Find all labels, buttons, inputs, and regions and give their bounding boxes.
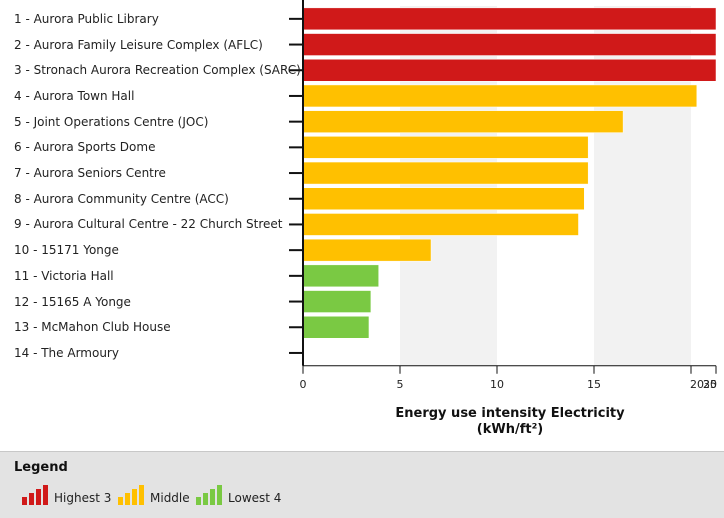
bar <box>302 33 717 56</box>
legend-title: Legend <box>14 460 68 475</box>
bar <box>302 84 698 108</box>
legend-item: Middle <box>118 485 190 505</box>
bar <box>302 7 717 31</box>
category-label: 10 - 15171 Yonge <box>14 243 119 258</box>
axes <box>289 0 717 374</box>
legend-item: Lowest 4 <box>196 485 281 505</box>
bar <box>302 316 370 339</box>
legend-label: Middle <box>150 491 190 505</box>
legend-label: Highest 3 <box>54 491 112 505</box>
category-label: 7 - Aurora Seniors Centre <box>14 166 166 181</box>
category-label: 1 - Aurora Public Library <box>14 11 159 26</box>
bar <box>302 290 372 313</box>
category-label: 5 - Joint Operations Centre (JOC) <box>14 114 209 129</box>
bar-chart-icon <box>118 485 144 505</box>
category-label: 13 - McMahon Club House <box>14 320 171 335</box>
x-axis-title: Energy use intensity Electricity (kWh/ft… <box>300 406 720 438</box>
category-label: 12 - 15165 A Yonge <box>14 294 131 309</box>
x-axis-title-line1: Energy use intensity Electricity <box>395 406 625 421</box>
x-tick-label: 0 <box>299 378 307 391</box>
bar-chart <box>289 0 717 374</box>
x-tick-label: 5 <box>396 378 404 391</box>
x-tick-label: 10 <box>490 378 504 391</box>
bar-chart-icon <box>196 485 222 505</box>
bar <box>302 110 624 133</box>
x-tick-label: 25 <box>703 378 717 391</box>
bar-chart-icon <box>22 485 48 505</box>
bar <box>302 136 589 159</box>
x-tick-label: 15 <box>587 378 601 391</box>
category-label: 2 - Aurora Family Leisure Complex (AFLC) <box>14 37 263 52</box>
category-label: 14 - The Armoury <box>14 345 119 360</box>
legend-panel <box>0 451 724 518</box>
category-label: 3 - Stronach Aurora Recreation Complex (… <box>14 63 301 78</box>
category-label: 8 - Aurora Community Centre (ACC) <box>14 191 229 206</box>
bar <box>302 213 579 236</box>
x-axis-title-line2: (kWh/ft²) <box>476 422 544 437</box>
bar <box>302 187 585 210</box>
x-tick-label: 20 <box>690 378 704 391</box>
legend-label: Lowest 4 <box>228 491 282 505</box>
bar <box>302 264 379 288</box>
category-label: 9 - Aurora Cultural Centre - 22 Church S… <box>14 217 283 232</box>
bar <box>302 238 432 262</box>
bar <box>302 161 589 185</box>
category-label: 6 - Aurora Sports Dome <box>14 140 156 155</box>
legend-item: Highest 3 <box>22 485 111 505</box>
x-tick-label: 30 <box>703 378 717 391</box>
category-label: 4 - Aurora Town Hall <box>14 88 135 103</box>
category-label: 11 - Victoria Hall <box>14 268 114 283</box>
bar <box>302 59 717 82</box>
